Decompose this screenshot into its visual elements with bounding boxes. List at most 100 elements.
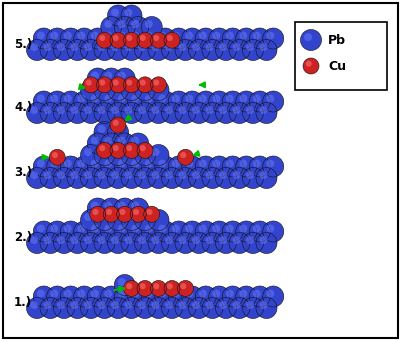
Circle shape (118, 202, 126, 210)
Circle shape (91, 202, 99, 210)
Circle shape (26, 297, 47, 318)
Circle shape (182, 91, 203, 112)
Circle shape (124, 32, 140, 48)
Circle shape (107, 79, 128, 101)
Circle shape (138, 148, 146, 156)
Circle shape (185, 160, 193, 167)
Circle shape (259, 301, 267, 309)
Circle shape (94, 297, 115, 318)
Circle shape (121, 103, 142, 123)
Circle shape (167, 283, 173, 289)
Circle shape (137, 280, 153, 296)
Circle shape (246, 301, 254, 309)
Circle shape (155, 28, 176, 49)
Circle shape (52, 152, 58, 158)
Circle shape (107, 145, 128, 165)
Circle shape (266, 32, 274, 40)
Circle shape (118, 136, 126, 145)
Circle shape (175, 103, 196, 123)
Circle shape (172, 225, 180, 233)
Circle shape (107, 103, 128, 123)
Text: 2.): 2.) (14, 231, 32, 244)
Circle shape (106, 209, 112, 215)
Circle shape (37, 290, 45, 298)
Circle shape (212, 94, 220, 103)
Circle shape (125, 43, 133, 51)
Circle shape (113, 120, 119, 126)
Circle shape (141, 91, 162, 112)
Circle shape (188, 233, 209, 253)
Circle shape (209, 91, 230, 112)
Circle shape (256, 233, 277, 253)
Circle shape (153, 283, 159, 289)
Bar (295, 22, 387, 90)
Circle shape (155, 91, 176, 112)
Circle shape (175, 297, 196, 318)
Circle shape (84, 236, 92, 244)
Circle shape (64, 32, 72, 40)
Circle shape (209, 286, 230, 307)
Circle shape (172, 32, 180, 40)
Circle shape (145, 160, 153, 167)
Circle shape (146, 209, 152, 215)
Circle shape (263, 221, 284, 242)
Circle shape (114, 68, 135, 89)
Circle shape (131, 136, 139, 145)
Circle shape (178, 280, 194, 296)
Circle shape (256, 297, 277, 318)
Circle shape (101, 286, 122, 307)
Circle shape (165, 106, 173, 114)
Circle shape (86, 79, 92, 86)
Circle shape (77, 290, 85, 298)
Circle shape (30, 171, 38, 179)
Circle shape (138, 171, 146, 179)
Circle shape (233, 43, 241, 51)
Circle shape (148, 167, 169, 189)
Circle shape (111, 9, 119, 17)
Circle shape (145, 20, 153, 28)
Circle shape (77, 94, 85, 103)
Circle shape (40, 167, 61, 189)
Circle shape (206, 301, 214, 309)
Circle shape (87, 133, 108, 154)
Circle shape (253, 160, 261, 167)
Circle shape (212, 290, 220, 298)
Circle shape (233, 236, 241, 244)
Circle shape (99, 145, 105, 151)
Circle shape (47, 91, 68, 112)
Circle shape (153, 79, 159, 86)
Circle shape (148, 145, 169, 165)
Circle shape (202, 297, 223, 318)
Circle shape (152, 213, 160, 221)
Circle shape (71, 236, 79, 244)
Circle shape (140, 283, 146, 289)
Circle shape (150, 32, 166, 48)
Circle shape (26, 167, 47, 189)
Circle shape (172, 94, 180, 103)
Circle shape (107, 121, 128, 143)
Circle shape (26, 233, 47, 253)
Circle shape (243, 297, 263, 318)
Circle shape (107, 297, 128, 318)
Circle shape (97, 32, 113, 48)
Circle shape (175, 167, 196, 189)
Circle shape (87, 156, 108, 177)
Circle shape (81, 79, 101, 101)
Circle shape (195, 286, 216, 307)
Circle shape (219, 106, 227, 114)
Circle shape (87, 91, 108, 112)
Circle shape (192, 171, 200, 179)
Circle shape (37, 225, 45, 233)
Circle shape (44, 43, 52, 51)
Circle shape (236, 28, 257, 49)
Circle shape (84, 171, 92, 179)
Circle shape (97, 213, 105, 221)
Circle shape (97, 125, 105, 133)
Circle shape (26, 40, 47, 60)
Circle shape (64, 225, 72, 233)
Circle shape (215, 40, 237, 60)
Circle shape (121, 145, 142, 165)
Circle shape (57, 43, 65, 51)
Circle shape (165, 236, 173, 244)
Circle shape (202, 40, 223, 60)
